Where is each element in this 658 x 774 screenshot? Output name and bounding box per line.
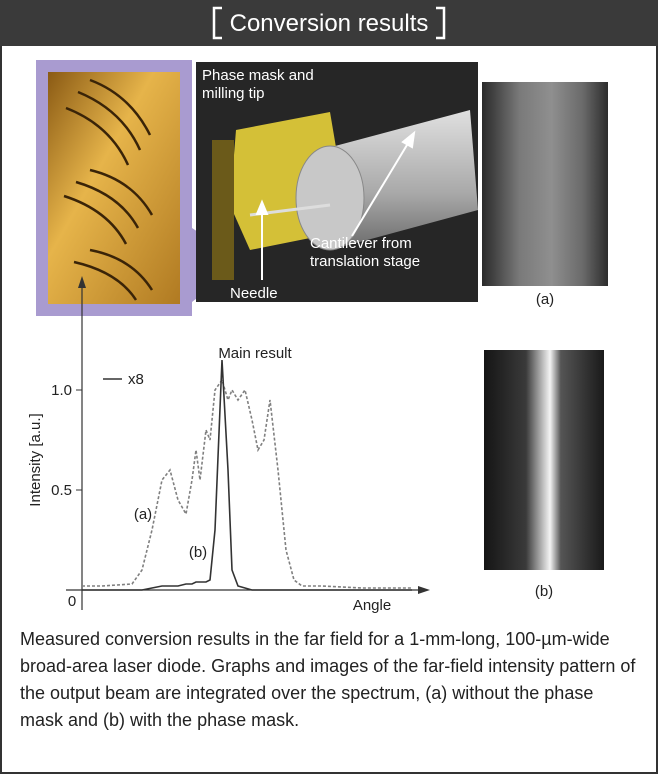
series-line [82, 359, 412, 591]
annotation: Main result [218, 345, 292, 362]
y-tick-label: 0 [68, 593, 76, 610]
header-title: Conversion results [230, 10, 429, 37]
series-line [82, 378, 412, 589]
bracket-left [212, 6, 222, 40]
photo-label: translation stage [310, 253, 420, 270]
photo-label: Cantilever from [310, 235, 412, 252]
chart: Intensity [a.u.] Angle Main result x8 0 0… [27, 276, 430, 614]
y-tick-label: 0.5 [51, 482, 72, 499]
far-field-image-a [482, 82, 608, 286]
image-label: (b) [535, 583, 553, 600]
legend-label: x8 [128, 371, 144, 388]
series-label: (a) [134, 506, 152, 523]
y-tick-label: 1.0 [51, 382, 72, 399]
caption: Measured conversion results in the far f… [20, 629, 636, 730]
x-axis-label: Angle [353, 597, 391, 614]
y-arrow [78, 276, 86, 288]
mask-photo [48, 72, 180, 304]
photo-label: milling tip [202, 85, 265, 102]
image-label: (a) [536, 291, 554, 308]
mount [212, 140, 234, 280]
far-field-image-b [484, 350, 604, 570]
y-axis-label: Intensity [a.u.] [27, 413, 44, 506]
series-label: (b) [189, 544, 207, 561]
mask-grooves [63, 78, 154, 301]
cantilever-end [295, 145, 365, 251]
header-bar [0, 0, 658, 46]
bracket-right [436, 6, 446, 40]
photo-label: Needle [230, 285, 278, 302]
arrows [255, 130, 416, 280]
x-arrow [418, 586, 430, 594]
photo-label: Phase mask and [202, 67, 314, 84]
